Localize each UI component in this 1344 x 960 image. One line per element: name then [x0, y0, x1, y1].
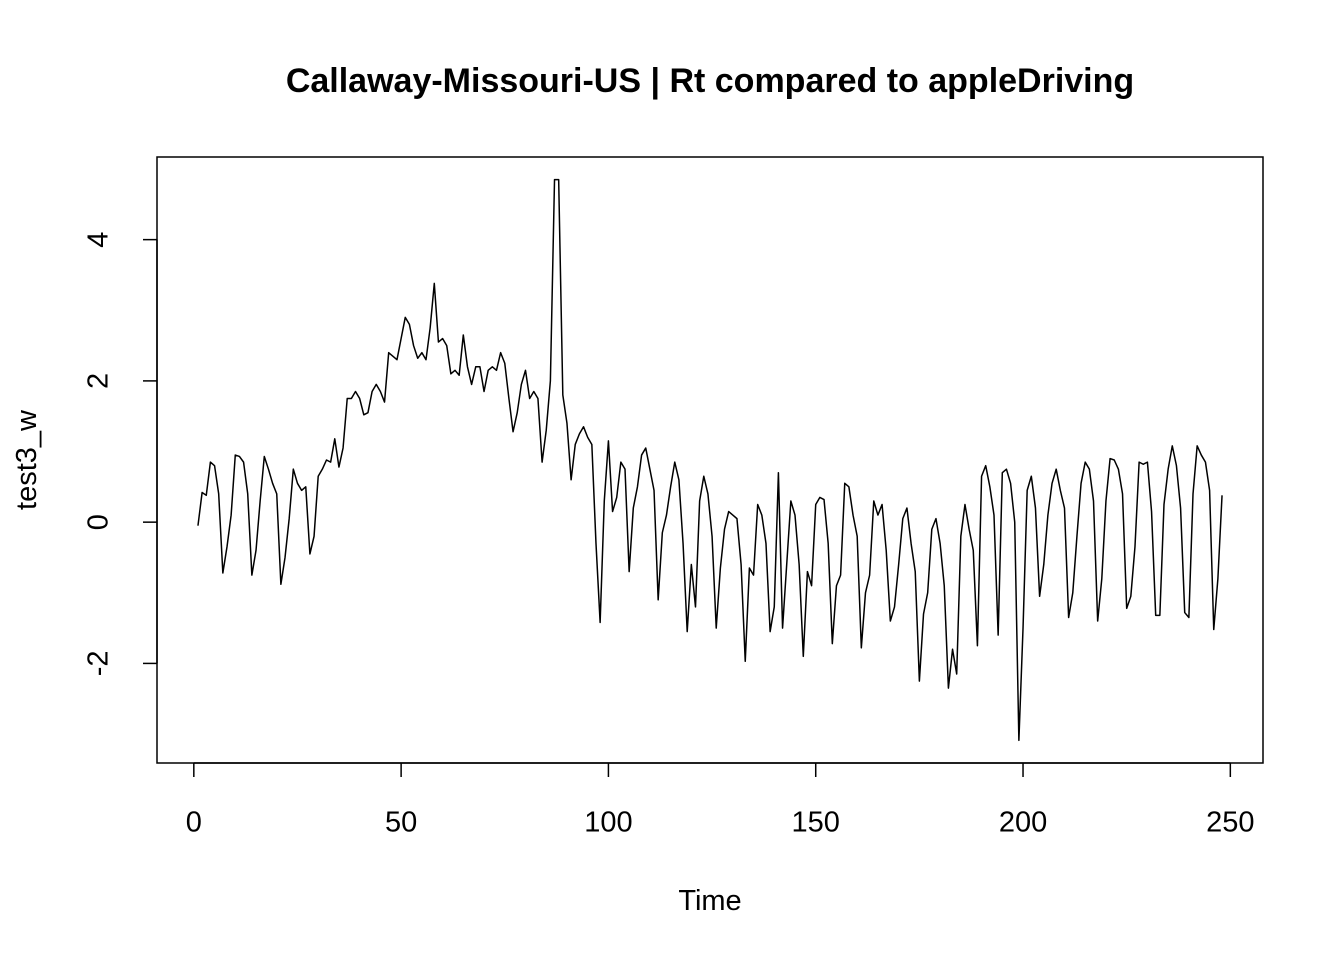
series-line — [197, 178, 1223, 742]
x-tick-label: 250 — [1206, 807, 1254, 839]
y-tick-label: 2 — [83, 373, 115, 389]
y-tick-label: 0 — [83, 514, 115, 530]
x-tick-label: 200 — [999, 807, 1047, 839]
y-tick-label: 4 — [83, 232, 115, 248]
x-tick-label: 0 — [186, 807, 202, 839]
chart-title: Callaway-Missouri-US | Rt compared to ap… — [286, 62, 1134, 100]
y-axis-title: test3_w — [11, 409, 43, 510]
x-tick-label: 150 — [792, 807, 840, 839]
x-tick-label: 100 — [584, 807, 632, 839]
x-axis-title: Time — [678, 885, 741, 917]
plot-frame — [156, 156, 1264, 764]
x-tick-label: 50 — [385, 807, 417, 839]
y-tick-label: -2 — [83, 651, 115, 677]
